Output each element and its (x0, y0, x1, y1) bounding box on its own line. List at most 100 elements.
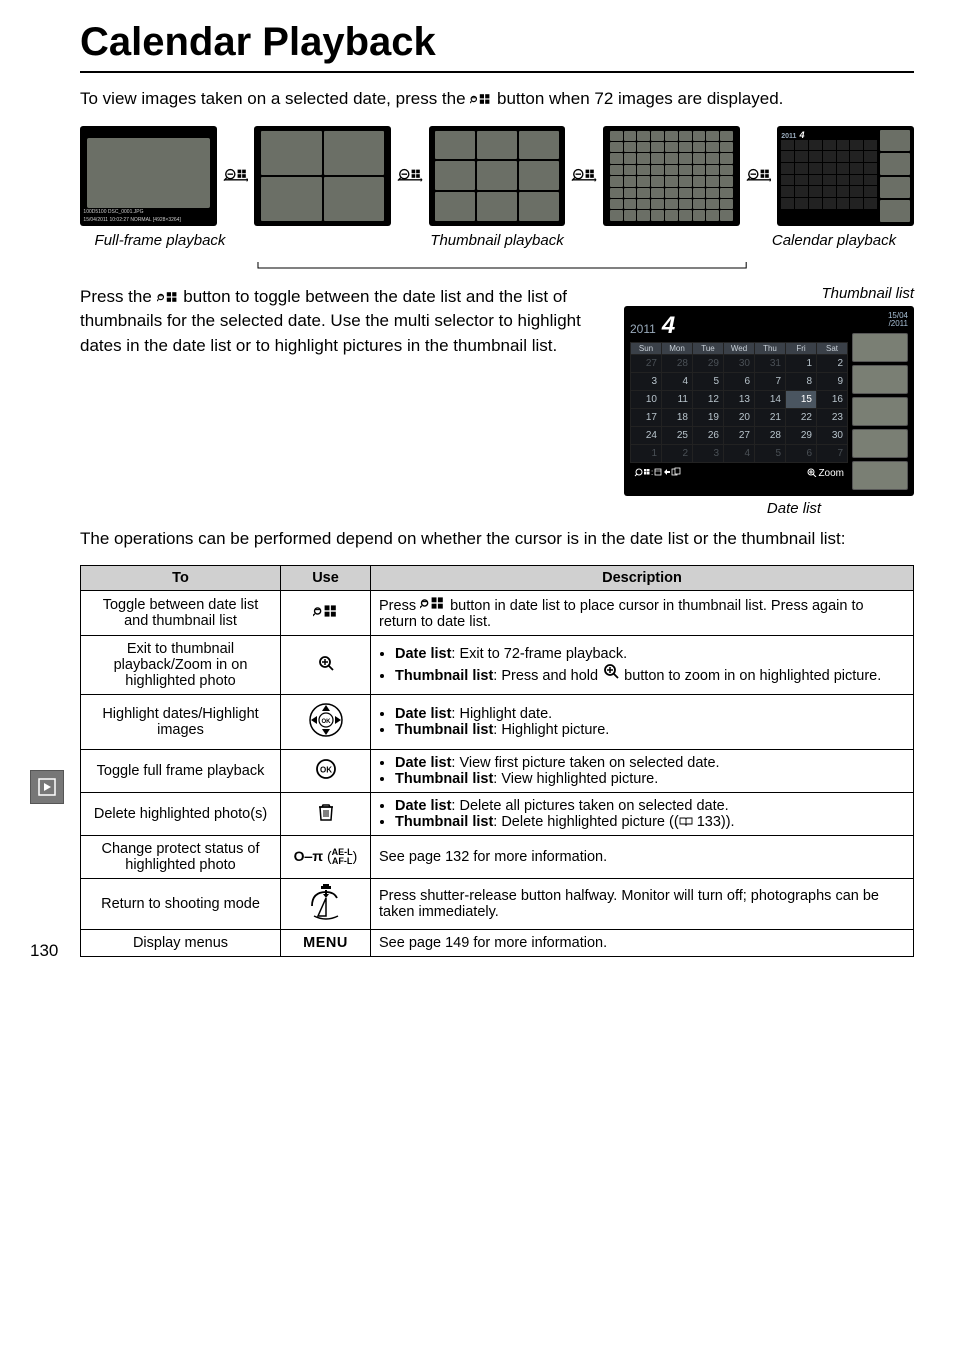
zoom-out-arrow-icon (571, 166, 597, 186)
cal-day-cell: 20 (724, 408, 755, 426)
caption-fullframe: Full-frame playback (80, 232, 240, 249)
cal-day-cell: 25 (662, 426, 693, 444)
cal-day-cell: 26 (693, 426, 724, 444)
cal-day-header: Fri (786, 342, 817, 354)
cal-day-cell: 10 (631, 390, 662, 408)
cell-use (281, 591, 371, 636)
operations-table: To Use Description Toggle between date l… (80, 565, 914, 957)
thumbnail-list-label: Thumbnail list (624, 285, 914, 302)
zoom-out-arrow-icon (746, 166, 772, 186)
cal-day-cell: 19 (693, 408, 724, 426)
cal-day-cell: 7 (817, 444, 848, 462)
cal-day-cell: 30 (817, 426, 848, 444)
cell-to: Toggle between date list and thumbnail l… (81, 591, 281, 636)
cal-day-cell: 9 (817, 372, 848, 390)
cal-day-cell: 13 (724, 390, 755, 408)
cell-desc: Press button in date list to place curso… (371, 591, 914, 636)
mini-month: 4 (799, 130, 804, 140)
cal-day-cell: 4 (662, 372, 693, 390)
cal-day-cell: 23 (817, 408, 848, 426)
cal-year: 2011 (630, 322, 656, 336)
cal-day-cell: 29 (693, 354, 724, 372)
cell-use (281, 636, 371, 695)
caption-calendar: Calendar playback (754, 232, 914, 249)
svg-text:OK: OK (320, 766, 332, 775)
cal-day-cell: 6 (724, 372, 755, 390)
cal-day-cell: 16 (817, 390, 848, 408)
date-list-label: Date list (674, 500, 914, 517)
caption-thumbnail: Thumbnail playback (240, 232, 754, 249)
para2-a: Press the (80, 287, 157, 306)
cal-day-cell: 15 (786, 390, 817, 408)
cal-day-header: Sun (631, 342, 662, 354)
zoom-out-arrow-icon (223, 166, 249, 186)
th-desc: Description (371, 566, 914, 591)
cal-day-cell: 2 (817, 354, 848, 372)
cal-day-cell: 5 (693, 372, 724, 390)
cal-day-cell: 1 (786, 354, 817, 372)
cell-desc: See page 149 for more information. (371, 930, 914, 957)
table-row: Exit to thumbnail playback/Zoom in on hi… (81, 636, 914, 695)
thumb72-screen (603, 126, 740, 226)
thumb9-screen (429, 126, 566, 226)
diagram-bracket (80, 260, 914, 274)
cal-day-cell: 2 (662, 444, 693, 462)
table-row: Highlight dates/Highlight images OK Date… (81, 695, 914, 750)
table-row: Toggle full frame playback OK Date list:… (81, 750, 914, 793)
cal-day-cell: 28 (662, 354, 693, 372)
cal-footer-left-icon: : (634, 466, 682, 481)
cell-to: Delete highlighted photo(s) (81, 793, 281, 836)
table-row: Change protect status of highlighted pho… (81, 836, 914, 879)
cal-day-cell: 3 (693, 444, 724, 462)
playback-diagram: 100D5100 DSC_0001.JPG 15/04/2011 10:02:2… (80, 126, 914, 226)
cell-to: Change protect status of highlighted pho… (81, 836, 281, 879)
cal-day-header: Tue (693, 342, 724, 354)
cal-day-cell: 17 (631, 408, 662, 426)
cell-use (281, 793, 371, 836)
cell-desc: Date list: Highlight date.Thumbnail list… (371, 695, 914, 750)
cell-desc: Date list: Exit to 72-frame playback.Thu… (371, 636, 914, 695)
page-number: 130 (30, 941, 58, 961)
cell-to: Highlight dates/Highlight images (81, 695, 281, 750)
ff-meta-top: 100D5100 DSC_0001.JPG (83, 208, 213, 216)
calendar-grid: SunMonTueWedThuFriSat 272829303112345678… (630, 342, 848, 463)
cal-day-cell: 12 (693, 390, 724, 408)
cell-to: Display menus (81, 930, 281, 957)
cal-zoom-label: Zoom (806, 467, 844, 479)
cal-day-cell: 27 (631, 354, 662, 372)
qthumb-icon (470, 93, 492, 105)
cal-day-cell: 5 (755, 444, 786, 462)
operations-paragraph: The operations can be performed depend o… (80, 527, 914, 552)
intro-text-b: button when 72 images are displayed. (497, 89, 783, 108)
cell-to: Exit to thumbnail playback/Zoom in on hi… (81, 636, 281, 695)
cal-day-header: Mon (662, 342, 693, 354)
sidebar-playback-tab (30, 770, 64, 804)
cal-day-header: Sat (817, 342, 848, 354)
toggle-paragraph: Press the button to toggle between the d… (80, 285, 606, 359)
zoom-out-arrow-icon (397, 166, 423, 186)
th-to: To (81, 566, 281, 591)
cal-thumb (852, 397, 908, 426)
cal-thumb (852, 429, 908, 458)
caption-row: Full-frame playback Thumbnail playback C… (80, 232, 914, 249)
cell-use: OK (281, 750, 371, 793)
cal-day-cell: 30 (724, 354, 755, 372)
cal-day-cell: 6 (786, 444, 817, 462)
table-row: Delete highlighted photo(s) Date list: D… (81, 793, 914, 836)
cal-month: 4 (662, 312, 675, 340)
cell-desc: See page 132 for more information. (371, 836, 914, 879)
table-row: Return to shooting mode Press shutter-re… (81, 879, 914, 930)
cal-day-cell: 31 (755, 354, 786, 372)
cal-day-cell: 21 (755, 408, 786, 426)
intro-text-a: To view images taken on a selected date,… (80, 89, 470, 108)
ff-meta-bot: 15/04/2011 10:02:27 NORMAL [4928×3264] (83, 216, 213, 224)
page-title: Calendar Playback (80, 20, 914, 73)
cell-to: Toggle full frame playback (81, 750, 281, 793)
cal-day-cell: 18 (662, 408, 693, 426)
fullframe-screen: 100D5100 DSC_0001.JPG 15/04/2011 10:02:2… (80, 126, 217, 226)
cell-desc: Date list: Delete all pictures taken on … (371, 793, 914, 836)
th-use: Use (281, 566, 371, 591)
thumb4-screen (254, 126, 391, 226)
cal-thumb (852, 365, 908, 394)
cal-day-cell: 11 (662, 390, 693, 408)
